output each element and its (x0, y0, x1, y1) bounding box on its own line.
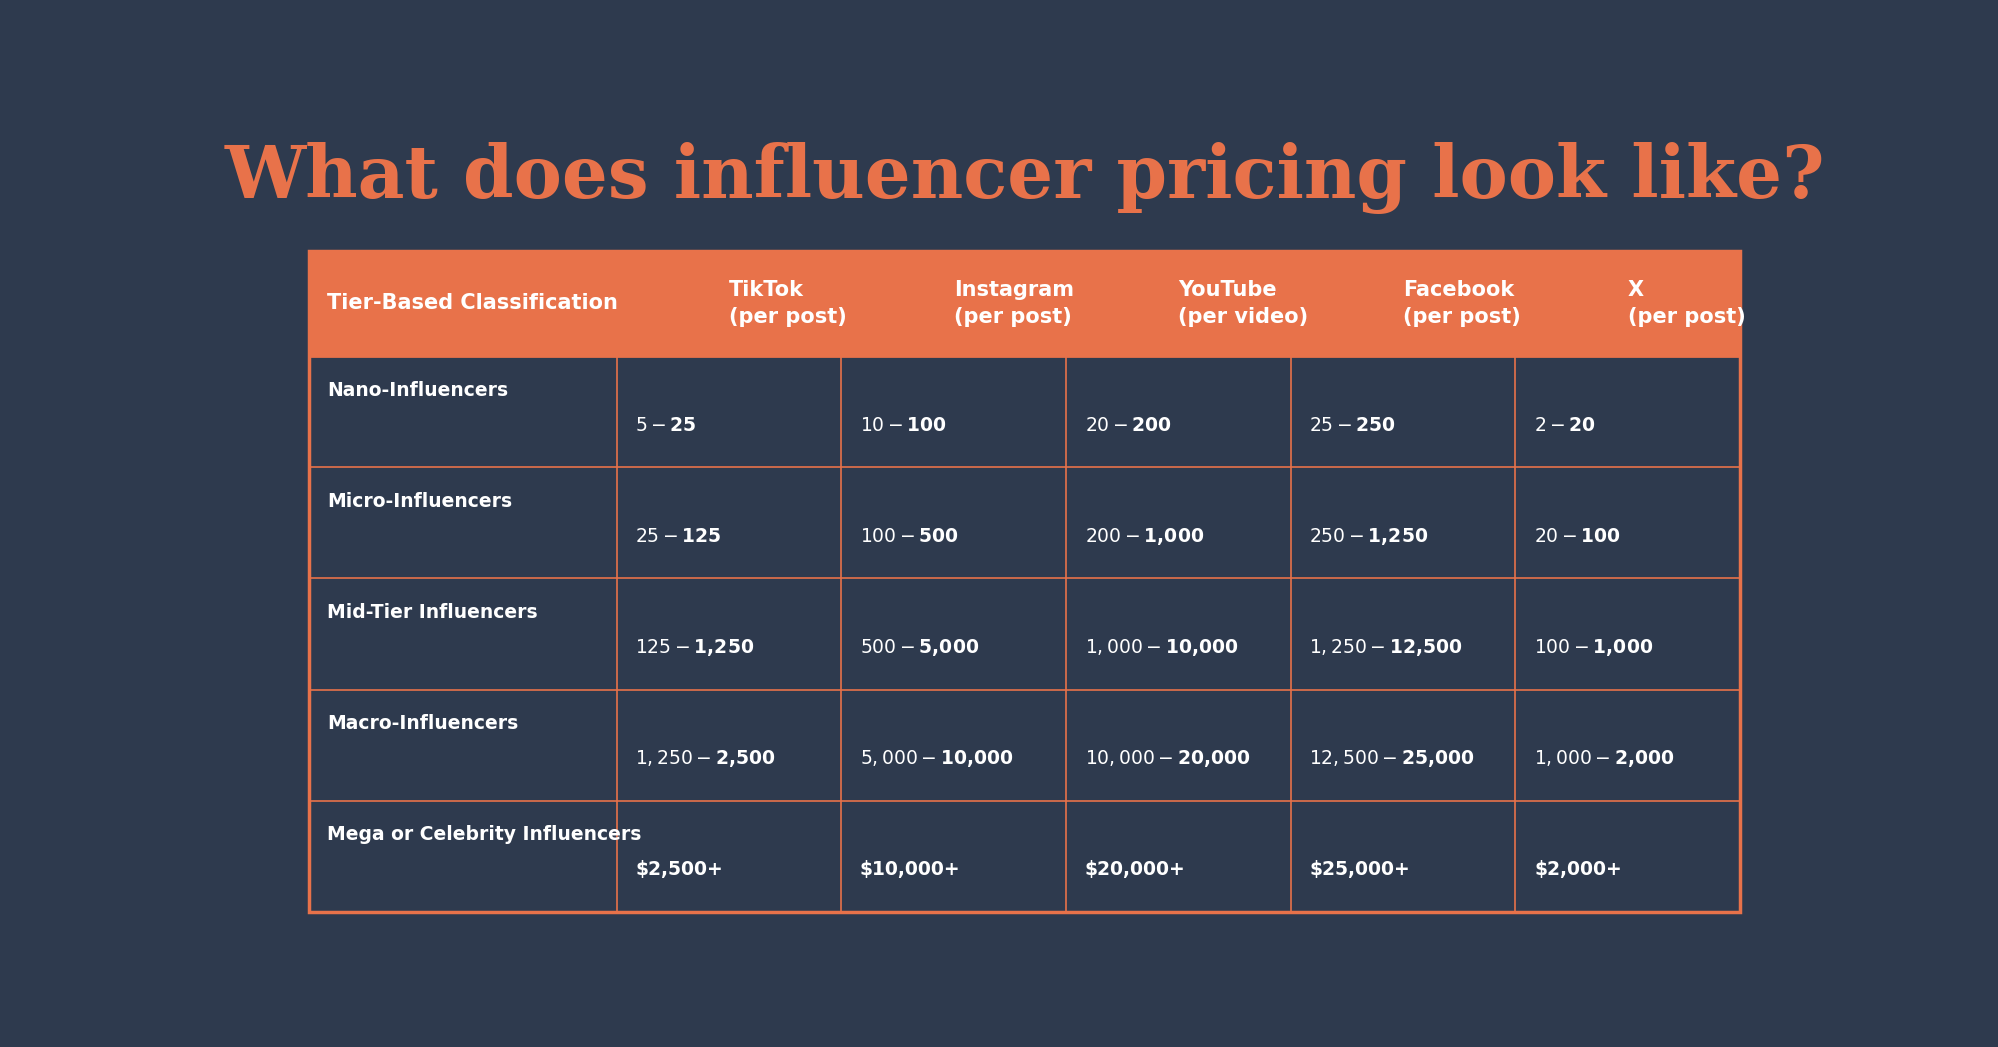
Text: $200-$1,000: $200-$1,000 (1085, 526, 1203, 547)
Bar (308, 467, 1740, 579)
Text: $25,000+: $25,000+ (1309, 860, 1409, 879)
Text: $1,250-$2,500: $1,250-$2,500 (635, 748, 775, 768)
Text: $100-$1,000: $100-$1,000 (1532, 637, 1652, 658)
Text: $20,000+: $20,000+ (1085, 860, 1185, 879)
Bar (308, 250, 1740, 356)
Text: $20-$100: $20-$100 (1532, 527, 1620, 545)
Text: Nano-Influencers: Nano-Influencers (328, 381, 507, 400)
Bar (308, 801, 1740, 912)
Text: X
(per post): X (per post) (1626, 281, 1744, 327)
Text: Mega or Celebrity Influencers: Mega or Celebrity Influencers (328, 825, 641, 844)
Text: $5-$25: $5-$25 (635, 416, 697, 435)
Text: $1,000-$2,000: $1,000-$2,000 (1532, 748, 1674, 768)
Text: $20-$200: $20-$200 (1085, 416, 1171, 435)
Text: $25-$250: $25-$250 (1309, 416, 1397, 435)
Text: YouTube
(per video): YouTube (per video) (1177, 281, 1309, 327)
Text: $2,000+: $2,000+ (1532, 860, 1620, 879)
Text: $1,250-$12,500: $1,250-$12,500 (1309, 637, 1463, 658)
Text: Mid-Tier Influencers: Mid-Tier Influencers (328, 603, 537, 622)
Text: TikTok
(per post): TikTok (per post) (729, 281, 847, 327)
Text: $10-$100: $10-$100 (859, 416, 947, 435)
Text: $12,500-$25,000: $12,500-$25,000 (1309, 748, 1475, 768)
Text: Micro-Influencers: Micro-Influencers (328, 492, 511, 511)
Text: $25-$125: $25-$125 (635, 527, 721, 545)
Text: $1,000-$10,000: $1,000-$10,000 (1085, 637, 1237, 658)
Text: $5,000-$10,000: $5,000-$10,000 (859, 748, 1013, 768)
Text: Tier-Based Classification: Tier-Based Classification (328, 293, 617, 313)
Bar (308, 250, 1740, 912)
Text: $2-$20: $2-$20 (1532, 416, 1594, 435)
Text: $500-$5,000: $500-$5,000 (859, 637, 979, 658)
Bar (308, 356, 1740, 467)
Bar (308, 690, 1740, 801)
Text: What does influencer pricing look like?: What does influencer pricing look like? (224, 142, 1824, 214)
Text: $250-$1,250: $250-$1,250 (1309, 526, 1429, 547)
Text: $10,000+: $10,000+ (859, 860, 959, 879)
Text: Macro-Influencers: Macro-Influencers (328, 714, 517, 733)
Text: $2,500+: $2,500+ (635, 860, 723, 879)
Text: Facebook
(per post): Facebook (per post) (1403, 281, 1520, 327)
Text: $10,000-$20,000: $10,000-$20,000 (1085, 748, 1249, 768)
Text: $100-$500: $100-$500 (859, 527, 959, 545)
Text: Instagram
(per post): Instagram (per post) (953, 281, 1073, 327)
Bar (308, 579, 1740, 690)
Text: $125-$1,250: $125-$1,250 (635, 637, 753, 658)
